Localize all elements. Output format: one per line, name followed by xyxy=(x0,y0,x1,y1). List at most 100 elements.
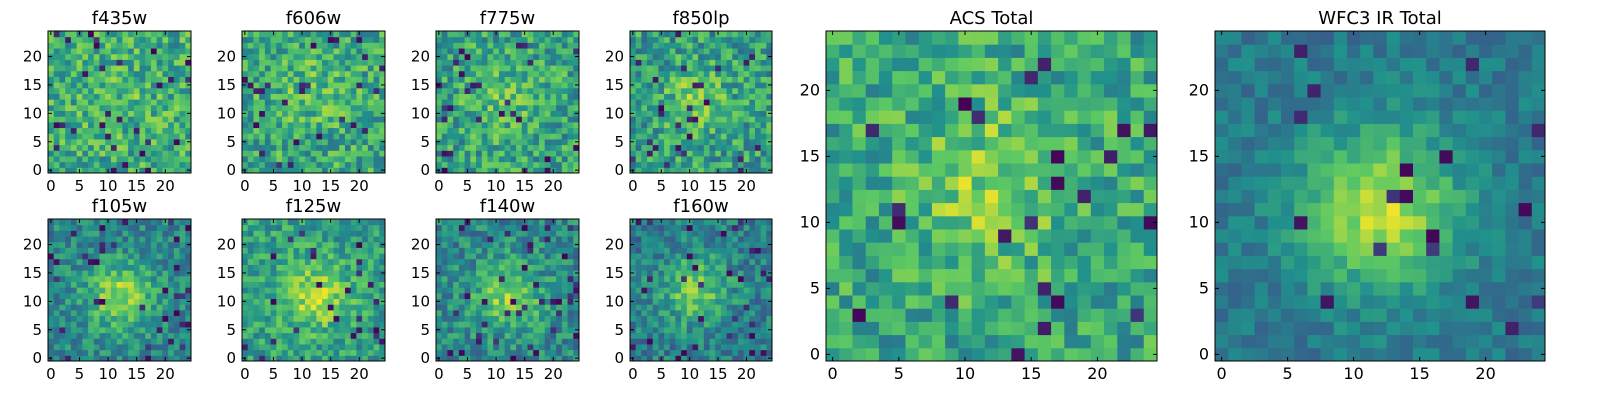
pixel-cell xyxy=(709,326,716,334)
pixel-cell xyxy=(527,104,534,112)
pixel-cell xyxy=(116,155,123,163)
pixel-cell xyxy=(105,121,112,129)
pixel-cell xyxy=(110,161,118,168)
pixel-cell xyxy=(310,104,317,112)
pixel-cell xyxy=(516,161,523,168)
pixel-cell xyxy=(487,298,494,305)
pixel-cell xyxy=(362,65,369,72)
pixel-cell xyxy=(658,349,665,356)
pixel-cell xyxy=(720,104,728,112)
pixel-cell xyxy=(116,298,123,305)
pixel-cell xyxy=(276,42,283,49)
pixel-cell xyxy=(264,224,272,231)
pixel-cell xyxy=(754,304,762,311)
pixel-cell xyxy=(150,104,158,112)
pixel-cell xyxy=(561,53,569,60)
pixel-cell xyxy=(88,247,95,254)
pixel-cell xyxy=(550,99,557,106)
pixel-cell xyxy=(122,349,129,356)
pixel-cell xyxy=(168,144,175,151)
pixel-cell xyxy=(173,230,181,237)
pixel-cell xyxy=(316,31,323,38)
pixel-cell xyxy=(333,155,340,163)
pixel-cell xyxy=(133,127,141,134)
pixel-cell xyxy=(145,332,152,339)
pixel-cell xyxy=(168,70,175,77)
pixel-cell xyxy=(533,138,540,146)
pixel-cell xyxy=(310,87,317,94)
pixel-cell xyxy=(567,321,574,328)
pixel-cell xyxy=(538,167,546,174)
pixel-cell xyxy=(156,31,163,38)
pixel-cell xyxy=(681,167,688,174)
pixel-cell xyxy=(310,167,317,174)
pixel-cell xyxy=(635,144,642,151)
pixel-cell xyxy=(652,87,659,94)
pixel-cell xyxy=(76,99,83,106)
pixel-cell xyxy=(173,104,181,112)
pixel-cell xyxy=(110,127,118,134)
pixel-cell xyxy=(641,292,648,300)
pixel-cell xyxy=(703,138,711,146)
pixel-cell xyxy=(93,36,100,43)
pixel-cell xyxy=(162,241,169,248)
pixel-cell xyxy=(128,309,135,317)
pixel-cell xyxy=(464,270,471,277)
pixel-cell xyxy=(70,167,78,174)
pixel-cell xyxy=(299,48,306,55)
pixel-cell xyxy=(48,275,55,282)
pixel-cell xyxy=(373,65,380,72)
pixel-cell xyxy=(379,104,386,112)
pixel-cell xyxy=(116,309,123,317)
pixel-cell xyxy=(760,31,767,38)
pixel-cell xyxy=(561,138,569,146)
pixel-cell xyxy=(316,36,323,43)
pixel-cell xyxy=(550,315,557,322)
pixel-cell xyxy=(652,292,659,300)
pixel-cell xyxy=(464,116,471,123)
pixel-cell xyxy=(139,326,146,334)
pixel-cell xyxy=(635,36,642,43)
pixel-cell xyxy=(703,76,711,83)
pixel-cell xyxy=(282,241,289,248)
pixel-cell xyxy=(139,133,146,140)
y-tick-label: 20 xyxy=(217,48,236,66)
pixel-cell xyxy=(99,253,106,260)
pixel-cell xyxy=(128,292,135,300)
pixel-cell xyxy=(299,258,306,265)
pixel-cell xyxy=(664,138,671,146)
pixel-cell xyxy=(139,42,146,49)
pixel-cell xyxy=(493,155,500,163)
pixel-cell xyxy=(453,53,460,60)
pixel-cell xyxy=(299,59,306,66)
pixel-cell xyxy=(150,338,158,345)
pixel-cell xyxy=(179,315,186,322)
pixel-cell xyxy=(447,236,454,243)
pixel-cell xyxy=(362,167,369,174)
pixel-cell xyxy=(122,144,129,151)
pixel-cell xyxy=(487,315,494,322)
pixel-cell xyxy=(259,31,266,38)
pixel-cell xyxy=(344,236,352,243)
y-tick-label: 15 xyxy=(605,76,624,94)
pixel-cell xyxy=(516,236,523,243)
pixel-cell xyxy=(150,304,158,311)
pixel-cell xyxy=(70,87,78,94)
pixel-cell xyxy=(276,36,283,43)
pixel-cell xyxy=(550,42,557,49)
pixel-cell xyxy=(703,326,711,334)
pixel-cell xyxy=(436,304,443,311)
pixel-cell xyxy=(743,110,750,117)
pixel-cell xyxy=(538,70,546,77)
pixel-cell xyxy=(339,104,346,112)
pixel-cell xyxy=(635,116,642,123)
pixel-cell xyxy=(647,167,654,174)
pixel-cell xyxy=(310,116,317,123)
pixel-cell xyxy=(720,161,728,168)
pixel-cell xyxy=(766,275,773,282)
pixel-cell xyxy=(561,343,569,351)
pixel-cell xyxy=(333,315,340,322)
pixel-cell xyxy=(310,332,317,339)
pixel-cell xyxy=(173,349,181,356)
pixel-cell xyxy=(299,247,306,254)
